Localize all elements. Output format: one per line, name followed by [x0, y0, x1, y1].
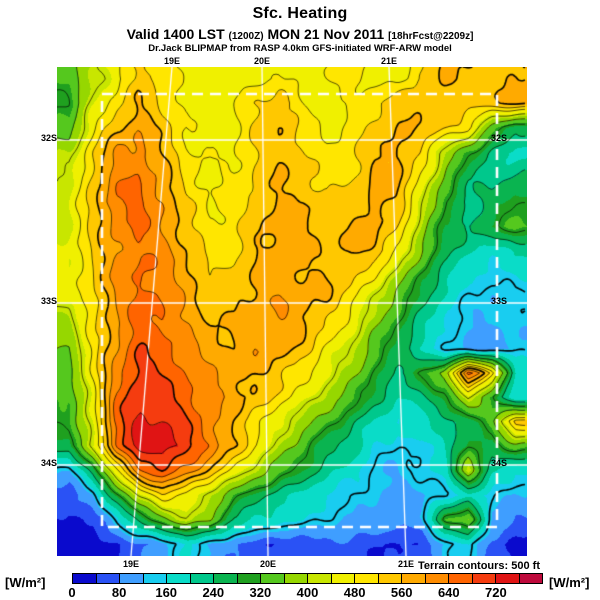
bottom-axis-tick-label: 21E [397, 559, 415, 569]
colorbar-segment [496, 574, 520, 583]
terrain-contours-note: Terrain contours: 500 ft [417, 560, 540, 572]
bottom-axis-tick-label: 20E [259, 559, 277, 569]
colorbar-segment [378, 574, 402, 583]
colorbar-tick-label: 0 [68, 585, 76, 600]
colorbar-segment [425, 574, 449, 583]
top-axis-tick-label: 19E [163, 56, 181, 66]
colorbar-segment [73, 574, 97, 583]
colorbar-tick-label: 80 [111, 585, 127, 600]
valid-prefix: Valid 1400 LST [126, 26, 225, 42]
colorbar-segment [237, 574, 261, 583]
model-credit-line: Dr.Jack BLIPMAP from RASP 4.0km GFS-init… [148, 43, 452, 54]
colorbar-segment [143, 574, 167, 583]
left-axis-tick-label: 32S [40, 133, 57, 143]
unit-label-right: [W/m²] [549, 575, 590, 590]
right-axis-tick-label: 32S [491, 133, 508, 143]
colorbar-tick-label: 720 [485, 585, 507, 600]
header-block: Sfc. Heating Valid 1400 LST (1200Z) MON … [0, 0, 600, 54]
colorbar [72, 573, 543, 584]
colorbar-segment [214, 574, 238, 583]
colorbar-tick-label: 400 [296, 585, 319, 600]
top-axis-tick-label: 20E [253, 56, 271, 66]
valid-date: MON 21 Nov 2011 [267, 26, 385, 42]
forecast-info: [18hrFcst@2209z] [388, 31, 474, 42]
colorbar-segment [167, 574, 191, 583]
colorbar-tick-label: 640 [437, 585, 460, 600]
colorbar-segment [284, 574, 308, 583]
heating-map-canvas [57, 67, 527, 556]
colorbar-segment [472, 574, 496, 583]
valid-zulu: (1200Z) [228, 31, 264, 42]
colorbar-segment [449, 574, 473, 583]
colorbar-tick-label: 160 [155, 585, 178, 600]
left-axis-tick-label: 33S [40, 296, 57, 306]
right-axis-tick-label: 33S [491, 296, 508, 306]
colorbar-segment [120, 574, 144, 583]
right-axis-tick-label: 34S [491, 458, 508, 468]
bottom-axis-tick-label: 19E [122, 559, 140, 569]
colorbar-segment [190, 574, 214, 583]
colorbar-segment [308, 574, 332, 583]
top-axis-tick-label: 21E [380, 56, 398, 66]
colorbar-segment [402, 574, 426, 583]
colorbar-tick-label: 560 [390, 585, 413, 600]
colorbar-tick-label: 240 [202, 585, 225, 600]
valid-time-line: Valid 1400 LST (1200Z) MON 21 Nov 2011 [… [0, 26, 600, 42]
colorbar-segment [331, 574, 355, 583]
colorbar-segment [261, 574, 285, 583]
chart-title: Sfc. Heating [252, 5, 348, 22]
colorbar-segment [96, 574, 120, 583]
colorbar-tick-label: 480 [343, 585, 366, 600]
left-axis-tick-label: 34S [40, 458, 57, 468]
unit-label-left: [W/m²] [5, 575, 46, 590]
colorbar-segment [355, 574, 379, 583]
colorbar-segment [519, 574, 542, 583]
colorbar-tick-label: 320 [249, 585, 272, 600]
